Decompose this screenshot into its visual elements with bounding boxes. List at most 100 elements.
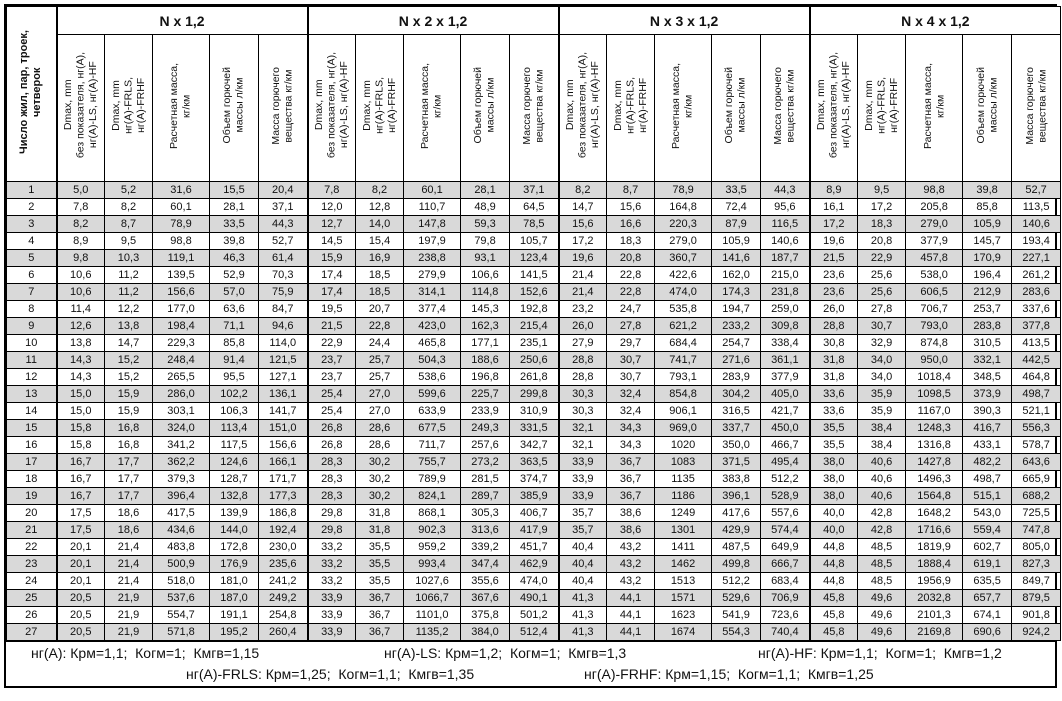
value-cell: 543,0	[962, 504, 1013, 522]
value-cell: 28,8	[557, 368, 608, 386]
value-cell: 959,2	[403, 538, 462, 556]
row-number-cell: 25	[6, 589, 57, 607]
value-cell: 879,5	[1011, 589, 1062, 607]
row-count-header: Число жил, пар, троек, четверок	[6, 6, 57, 182]
note-ng-a-frls: нг(А)-FRLS: Крм=1,25; Когм=1,1; Кмгв=1,3…	[186, 666, 475, 682]
value-cell: 44,1	[606, 589, 656, 607]
value-cell: 21,5	[306, 317, 357, 335]
value-cell: 32,4	[606, 385, 656, 403]
value-cell: 12,2	[104, 300, 153, 318]
value-cell: 528,9	[760, 487, 811, 505]
value-cell: 559,4	[962, 521, 1013, 539]
value-cell: 950,0	[905, 351, 964, 369]
value-cell: 621,2	[654, 317, 713, 335]
value-cell: 421,7	[760, 402, 811, 420]
value-cell: 538,6	[403, 368, 462, 386]
value-cell: 20,1	[55, 538, 105, 556]
value-cell: 36,7	[355, 606, 405, 624]
value-cell: 34,0	[857, 351, 907, 369]
value-cell: 40,6	[857, 470, 907, 488]
value-cell: 434,6	[152, 521, 210, 539]
value-cell: 406,7	[509, 504, 560, 522]
value-cell: 18,6	[104, 504, 153, 522]
value-cell: 28,8	[557, 351, 608, 369]
row-number-cell: 13	[6, 385, 57, 403]
value-cell: 156,6	[152, 283, 210, 301]
value-cell: 741,7	[654, 351, 713, 369]
value-cell: 17,4	[306, 283, 357, 301]
value-cell: 26,0	[557, 317, 608, 335]
value-cell: 25,4	[306, 402, 357, 420]
value-cell: 20,5	[55, 606, 105, 624]
row-number-cell: 10	[6, 334, 57, 352]
value-cell: 31,6	[152, 181, 210, 199]
value-cell: 14,5	[306, 232, 357, 250]
table-row: 15 15,8 16,8 324,0 113,4 151,0 26,8 28,6 677,5 24…	[6, 419, 1062, 437]
value-cell: 824,1	[403, 487, 462, 505]
value-cell: 341,2	[152, 436, 210, 454]
value-cell: 1411	[654, 538, 713, 556]
value-cell: 10,3	[104, 249, 153, 267]
value-cell: 52,9	[209, 266, 259, 284]
value-cell: 2101,3	[905, 606, 964, 624]
value-cell: 145,7	[962, 232, 1013, 250]
value-cell: 177,0	[152, 300, 210, 318]
value-cell: 11,2	[104, 283, 153, 301]
value-cell: 16,7	[55, 470, 105, 488]
value-cell: 78,5	[509, 215, 560, 233]
value-cell: 36,7	[606, 453, 656, 471]
table-row: 22 20,1 21,4 483,8 172,8 230,0 33,2 35,5 959,2 33…	[6, 538, 1062, 556]
value-cell: 43,2	[606, 538, 656, 556]
value-cell: 429,9	[711, 521, 762, 539]
value-cell: 33,9	[557, 487, 608, 505]
value-cell: 21,9	[104, 606, 153, 624]
table-row: 17 16,7 17,7 362,2 124,6 166,1 28,3 30,2 755,7 27…	[6, 453, 1062, 471]
value-cell: 21,4	[557, 266, 608, 284]
value-cell: 706,9	[760, 589, 811, 607]
value-cell: 666,7	[760, 555, 811, 573]
col-header-fuel-mass-g2: Масса горючего вещества кг/км	[509, 34, 560, 182]
value-cell: 324,0	[152, 419, 210, 437]
value-cell: 33,2	[306, 572, 357, 590]
value-cell: 1716,6	[905, 521, 964, 539]
value-cell: 1101,0	[403, 606, 462, 624]
value-cell: 1301	[654, 521, 713, 539]
value-cell: 1018,4	[905, 368, 964, 386]
row-number-cell: 26	[6, 606, 57, 624]
value-cell: 94,6	[257, 317, 309, 335]
value-cell: 924,2	[1011, 623, 1062, 641]
value-cell: 151,0	[257, 419, 309, 437]
value-cell: 379,3	[152, 470, 210, 488]
value-cell: 106,6	[460, 266, 511, 284]
value-cell: 21,4	[104, 555, 153, 573]
value-cell: 177,1	[460, 334, 511, 352]
col-header-dmax-base-g4: Dmax, mm без показателя, нг(А), нг(А)-LS…	[808, 34, 859, 182]
value-cell: 15,9	[306, 249, 357, 267]
row-number-cell: 20	[6, 504, 57, 522]
table-row: 18 16,7 17,7 379,3 128,7 171,7 28,3 30,2 789,9 28…	[6, 470, 1062, 488]
value-cell: 235,6	[257, 555, 309, 573]
value-cell: 1513	[654, 572, 713, 590]
value-cell: 238,8	[403, 249, 462, 267]
value-cell: 337,7	[711, 419, 762, 437]
value-cell: 303,1	[152, 402, 210, 420]
value-cell: 30,7	[857, 317, 907, 335]
value-cell: 35,9	[857, 402, 907, 420]
value-cell: 33,9	[306, 606, 357, 624]
value-cell: 265,5	[152, 368, 210, 386]
value-cell: 196,8	[460, 368, 511, 386]
coefficient-notes: нг(А): Крм=1,1; Когм=1; Кмгв=1,15 нг(А)-…	[6, 641, 1055, 686]
value-cell: 72,4	[711, 198, 762, 216]
value-cell: 442,5	[1011, 351, 1062, 369]
value-cell: 20,1	[55, 572, 105, 590]
row-number-cell: 11	[6, 351, 57, 369]
table-row: 9 12,6 13,8 198,4 71,1 94,6 21,5 22,8 423,0 162,3…	[6, 317, 1062, 335]
value-cell: 124,6	[209, 453, 259, 471]
value-cell: 1066,7	[403, 589, 462, 607]
value-cell: 172,8	[209, 538, 259, 556]
value-cell: 70,3	[257, 266, 309, 284]
value-cell: 15,9	[104, 402, 153, 420]
value-cell: 35,5	[808, 436, 859, 454]
value-cell: 63,6	[209, 300, 259, 318]
value-cell: 16,9	[355, 249, 405, 267]
